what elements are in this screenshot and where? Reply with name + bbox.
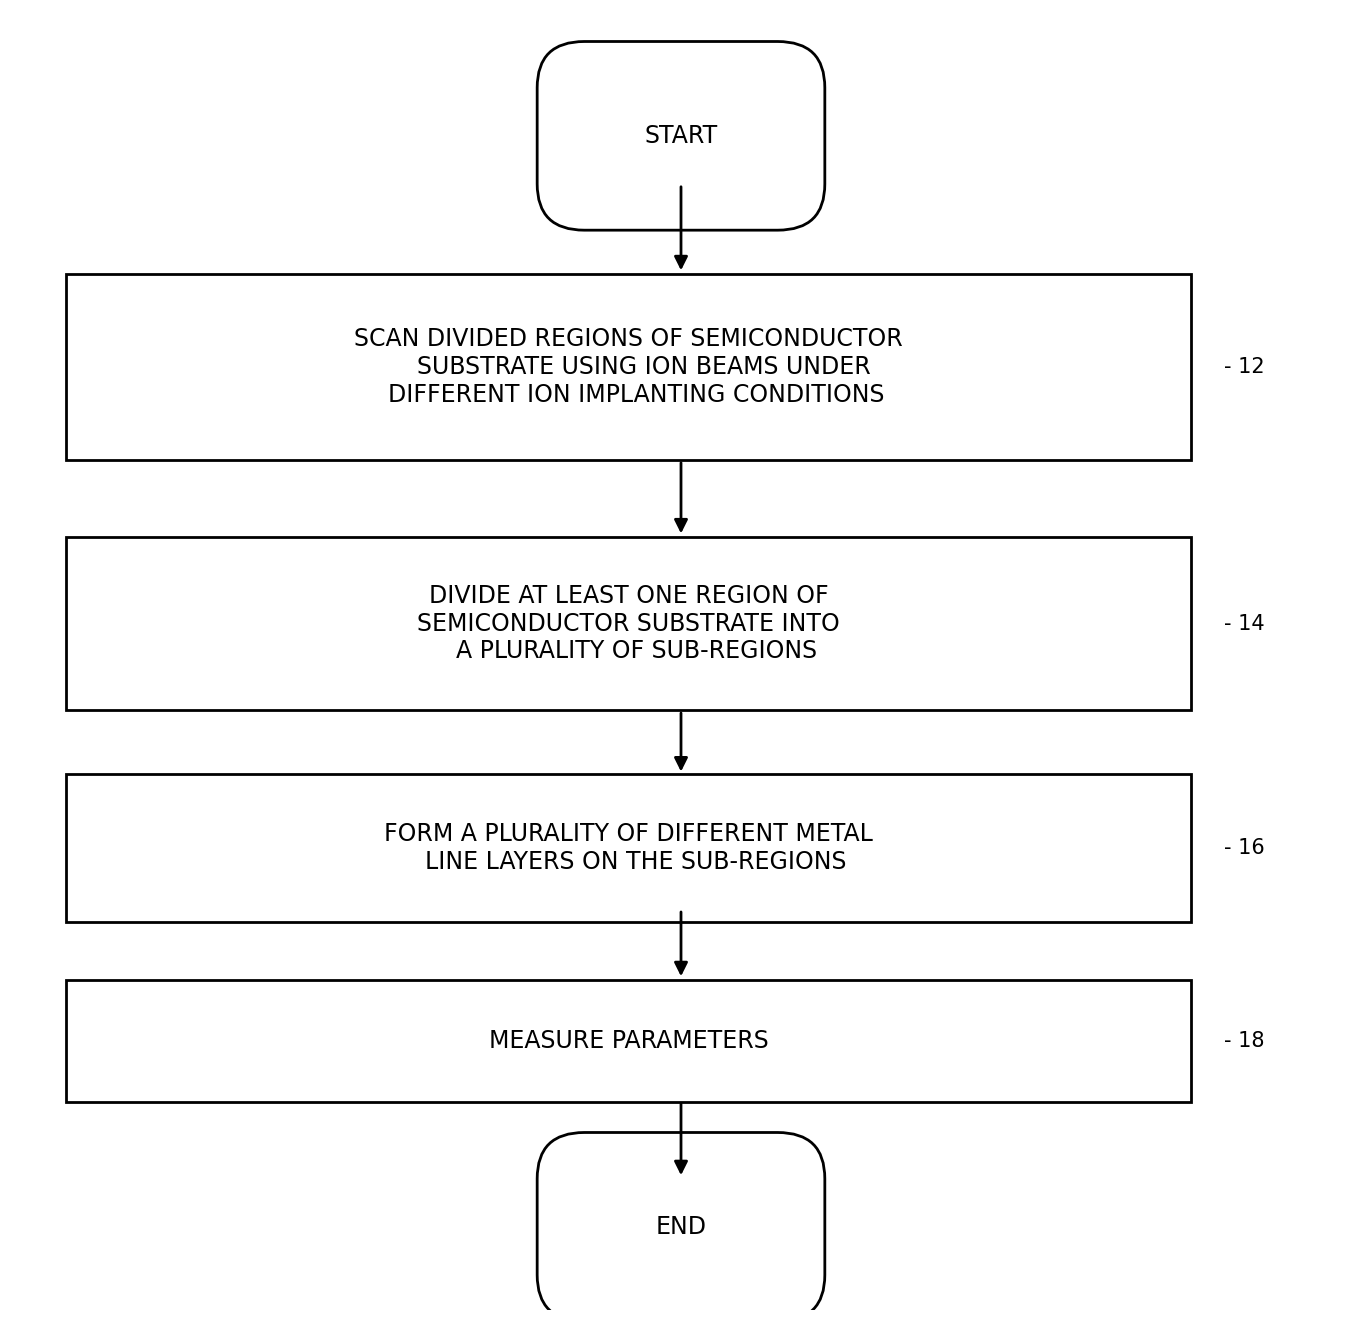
FancyBboxPatch shape	[537, 1132, 825, 1321]
Text: SCAN DIVIDED REGIONS OF SEMICONDUCTOR
    SUBSTRATE USING ION BEAMS UNDER
  DIFF: SCAN DIVIDED REGIONS OF SEMICONDUCTOR SU…	[354, 328, 903, 406]
Text: END: END	[655, 1215, 707, 1239]
Bar	[67, 274, 1190, 460]
Bar	[67, 537, 1190, 710]
Text: - 16: - 16	[1223, 838, 1264, 858]
Text: DIVIDE AT LEAST ONE REGION OF
SEMICONDUCTOR SUBSTRATE INTO
  A PLURALITY OF SUB-: DIVIDE AT LEAST ONE REGION OF SEMICONDUC…	[417, 584, 840, 663]
Text: - 18: - 18	[1223, 1031, 1264, 1051]
FancyBboxPatch shape	[537, 41, 825, 230]
Text: FORM A PLURALITY OF DIFFERENT METAL
  LINE LAYERS ON THE SUB-REGIONS: FORM A PLURALITY OF DIFFERENT METAL LINE…	[384, 822, 873, 874]
Text: MEASURE PARAMETERS: MEASURE PARAMETERS	[489, 1028, 768, 1052]
Text: - 14: - 14	[1223, 614, 1264, 634]
Text: START: START	[644, 124, 718, 148]
Bar	[67, 980, 1190, 1102]
Bar	[67, 774, 1190, 923]
Text: - 12: - 12	[1223, 357, 1264, 377]
